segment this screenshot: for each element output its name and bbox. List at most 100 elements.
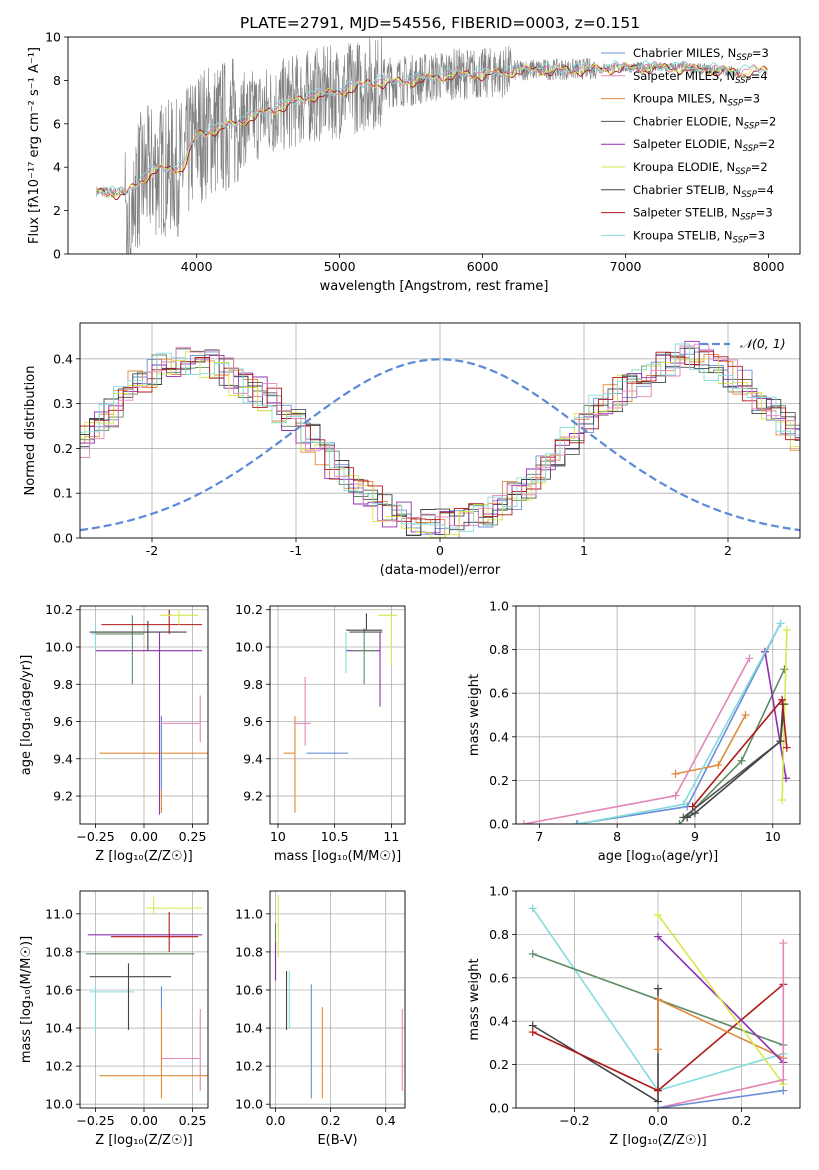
y-tick-label: 11.0	[235, 906, 263, 921]
x-tick-label: 10	[270, 829, 286, 844]
y-tick-label: 9.6	[53, 714, 73, 729]
legend-label-text: Kroupa STELIB, N	[633, 228, 733, 242]
weight-marker	[779, 1086, 788, 1095]
weight-marker	[779, 1075, 788, 1084]
panel-spectrum: 4000 5000 6000 7000 8000 0 2 4 6 8 10 wavelength [A…	[27, 30, 801, 294]
x-tick-label: 8	[613, 829, 621, 844]
x-tick-label: 6000	[467, 259, 499, 274]
axes-frame	[269, 605, 406, 825]
weight-marker	[654, 995, 662, 1004]
legend-label-text: Chabrier MILES, N	[633, 46, 736, 60]
weight-marker	[782, 625, 791, 634]
x-tick-label: 8000	[753, 259, 785, 274]
x-tick-label: −0.25	[76, 1113, 114, 1128]
y-tick-label: 0.1	[53, 486, 73, 501]
x-axis-label: age [log₁₀(age/yr)]	[598, 849, 719, 864]
x-tick-label: 7	[535, 829, 543, 844]
weight-marker	[778, 695, 787, 704]
y-tick-label: 10.2	[235, 602, 263, 617]
weight-marker	[714, 761, 723, 770]
legend-label-text: Chabrier STELIB, N	[633, 183, 741, 197]
y-tick-label: 10.2	[235, 1059, 263, 1074]
weight-line	[657, 943, 785, 1108]
y-tick-label: 2	[53, 203, 61, 218]
y-tick-label: 9.6	[243, 714, 263, 729]
histogram-step	[80, 340, 800, 534]
legend-label: Kroupa STELIB, NSSP=3	[633, 228, 765, 245]
axes-frame	[515, 605, 801, 825]
legend-label-sub: SSP	[733, 235, 749, 245]
y-tick-label: 10.8	[235, 944, 263, 959]
weight-marker	[574, 820, 583, 824]
x-tick-label: 2	[724, 543, 732, 558]
y-tick-label: 10.6	[45, 982, 73, 997]
weight-marker	[671, 791, 680, 800]
x-tick-label: 0.25	[179, 1113, 207, 1128]
y-tick-label: 10.0	[45, 639, 73, 654]
weight-line	[781, 629, 788, 801]
y-tick-label: 10.2	[45, 602, 73, 617]
weight-marker	[683, 813, 692, 822]
plot-area	[80, 340, 800, 538]
weight-marker	[528, 904, 537, 913]
weight-marker	[654, 1086, 662, 1095]
y-tick-label: 0.8	[489, 642, 509, 657]
y-axis-label: mass weight	[467, 958, 482, 1040]
y-tick-label: 0.6	[489, 970, 509, 985]
weight-marker	[572, 820, 581, 824]
weight-marker	[654, 984, 662, 993]
weight-line	[657, 1089, 784, 1108]
legend-label-tail: =3	[756, 206, 773, 220]
x-tick-label: 0.2	[732, 1113, 752, 1128]
y-tick-label: 10.0	[45, 1097, 73, 1112]
weight-marker	[690, 809, 699, 818]
legend-label-text: Salpeter ELODIE, N	[633, 137, 743, 151]
legend-label-sub: SSP	[736, 53, 752, 63]
x-axis-label: wavelength [Angstrom, rest frame]	[320, 279, 549, 294]
plot-area	[85, 896, 208, 1099]
y-tick-label: 10.0	[235, 1097, 263, 1112]
plot-area	[283, 613, 398, 813]
legend-label-tail: =2	[751, 160, 768, 174]
x-axis-label: (data-model)/error	[380, 563, 501, 578]
histogram-step	[80, 352, 800, 536]
histogram-step	[80, 351, 800, 538]
y-tick-label: 0.2	[489, 773, 509, 788]
y-tick-label: 0.4	[53, 351, 73, 366]
x-tick-label: 0	[436, 543, 444, 558]
weight-marker	[688, 802, 697, 811]
weight-marker	[654, 1045, 662, 1054]
y-tick-label: 10.4	[235, 1021, 263, 1036]
weight-line	[576, 623, 782, 824]
legend-label: Chabrier STELIB, NSSP=4	[633, 183, 774, 200]
y-tick-label: 1.0	[489, 599, 509, 614]
y-tick-label: 9.8	[53, 677, 73, 692]
x-tick-label: 10	[765, 829, 781, 844]
weight-marker	[528, 1028, 537, 1037]
weight-line	[675, 714, 747, 775]
y-tick-label: 0.8	[489, 927, 509, 942]
y-tick-label: 1.0	[489, 884, 509, 899]
histogram-step	[80, 343, 800, 526]
weight-marker	[654, 910, 662, 919]
y-tick-label: 9.2	[53, 789, 73, 804]
legend-label: Kroupa ELODIE, NSSP=2	[633, 160, 768, 177]
legend-label: Salpeter STELIB, NSSP=3	[633, 206, 773, 223]
legend-label-tail: =4	[757, 183, 774, 197]
legend-label-tail: =3	[743, 92, 760, 106]
y-tick-label: 9.4	[53, 751, 73, 766]
x-tick-label: 0.00	[130, 829, 158, 844]
y-tick-label: 0.0	[489, 817, 509, 832]
legend-label: 𝒩(0, 1)	[740, 336, 786, 351]
y-tick-label: 0.3	[53, 396, 73, 411]
x-tick-label: 0.2	[321, 1113, 341, 1128]
legend-label-sub: SSP	[743, 144, 759, 154]
y-tick-label: 10	[45, 30, 61, 45]
x-axis-label: Z [log₁₀(Z/Z☉)]	[95, 849, 192, 864]
y-tick-label: 9.8	[243, 677, 263, 692]
weight-line	[657, 914, 784, 1085]
legend-label-text: Kroupa MILES, N	[633, 92, 728, 106]
weight-line	[532, 988, 659, 1103]
histogram-step	[80, 354, 800, 538]
